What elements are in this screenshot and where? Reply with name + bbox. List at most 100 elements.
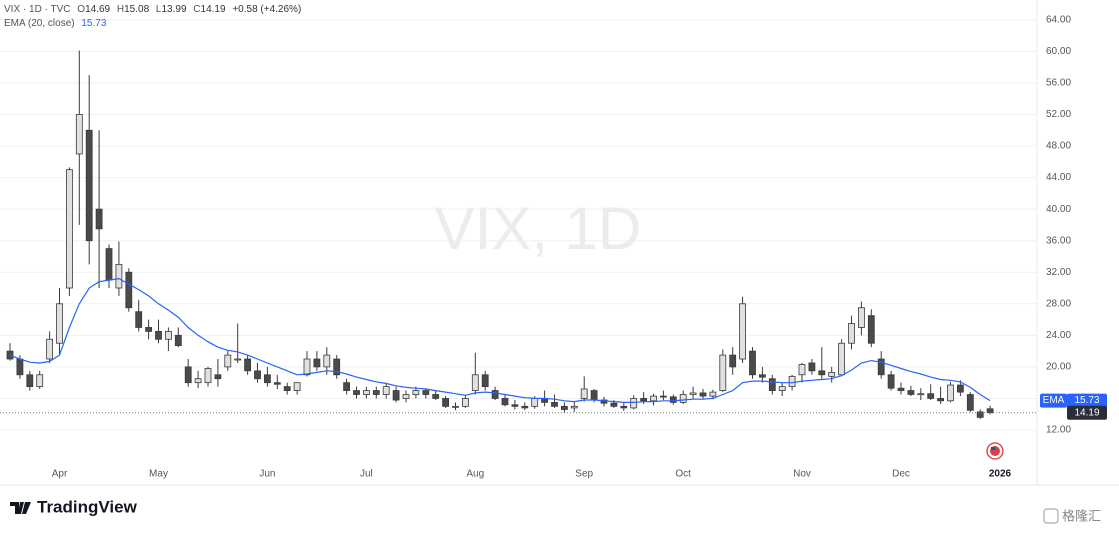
- candle-body: [125, 271, 133, 309]
- candle-body: [877, 358, 885, 376]
- candle-body: [808, 362, 816, 372]
- candle-body: [16, 358, 24, 376]
- x-tick-label: Jul: [360, 469, 373, 480]
- candle-body: [214, 374, 222, 380]
- candle-body: [570, 405, 578, 409]
- candle-body: [105, 248, 113, 281]
- y-tick-label: 48.00: [1046, 141, 1071, 152]
- symbol: VIX · 1D · TVC: [4, 4, 71, 15]
- ohlc-prefix: H: [117, 4, 124, 15]
- candle-body: [551, 401, 558, 407]
- candle-body: [343, 382, 351, 391]
- ema-name: EMA (20, close): [4, 18, 75, 29]
- candle-body: [907, 390, 915, 395]
- candle-body: [254, 370, 261, 380]
- candle-body: [392, 390, 400, 401]
- plot: [0, 50, 1037, 419]
- candle-body: [164, 331, 172, 340]
- header: VIX · 1D · TVC O14.69 H15.08 L13.99 C14.…: [4, 4, 301, 15]
- brand-logo: [10, 502, 31, 514]
- candle-body: [580, 388, 588, 399]
- candle-body: [333, 358, 341, 376]
- candle-body: [66, 169, 73, 289]
- y-tick-label: 28.00: [1046, 298, 1071, 309]
- ema-legend: EMA (20, close) 15.73: [4, 18, 107, 29]
- candle-body: [867, 315, 875, 344]
- candle-body: [382, 386, 390, 395]
- ohlc-value: 13.99: [161, 4, 186, 15]
- candle-body: [610, 402, 618, 407]
- candle-body: [204, 368, 212, 384]
- candle-body: [234, 358, 242, 361]
- candle-body: [669, 396, 677, 403]
- candle-body: [452, 405, 459, 408]
- candle-body: [461, 398, 469, 407]
- candle-body: [709, 391, 717, 397]
- ema-line: [9, 277, 991, 403]
- candle-body: [135, 311, 143, 328]
- price-tag: 14.19: [1074, 407, 1099, 418]
- ohlc-value: 14.69: [85, 4, 110, 15]
- y-tick-label: 60.00: [1046, 46, 1071, 57]
- candle-body: [155, 331, 162, 340]
- candle-body: [660, 395, 667, 398]
- grid: [0, 19, 1037, 431]
- x-tick-label: Apr: [52, 469, 68, 480]
- candle-body: [95, 208, 103, 230]
- candle-body: [174, 334, 182, 346]
- candle-body: [224, 354, 232, 368]
- flag-icon: [986, 442, 1004, 460]
- candle-body: [6, 350, 14, 360]
- candle-body: [303, 358, 311, 376]
- candle-body: [679, 394, 687, 403]
- candle-body: [828, 372, 836, 377]
- candle-body: [957, 384, 964, 393]
- y-tick-label: 36.00: [1046, 235, 1071, 246]
- y-tick-label: 32.00: [1046, 267, 1071, 278]
- candle-body: [244, 358, 252, 372]
- y-tick-label: 56.00: [1046, 78, 1071, 89]
- candle-body: [650, 395, 657, 402]
- candle-body: [353, 390, 360, 395]
- candle-body: [402, 394, 410, 399]
- ema-value: 15.73: [81, 18, 106, 29]
- candle-body: [798, 364, 806, 376]
- candle-body: [561, 405, 568, 410]
- candle-body: [511, 404, 519, 407]
- candle-body: [838, 342, 845, 376]
- candle-body: [640, 398, 647, 402]
- candle-body: [699, 392, 707, 397]
- candle-body: [422, 390, 430, 395]
- y-tick-label: 52.00: [1046, 109, 1071, 120]
- candle-body: [768, 378, 776, 391]
- candle-body: [729, 354, 737, 368]
- candle-body: [887, 374, 895, 389]
- x-tick-label: Nov: [793, 469, 811, 480]
- candle-body: [897, 387, 905, 391]
- candle-body: [36, 374, 44, 388]
- candle-body: [759, 374, 766, 378]
- ohlc-prefix: C: [193, 4, 200, 15]
- candle-body: [75, 114, 83, 155]
- candle-body: [56, 303, 63, 344]
- x-tick-label: May: [149, 469, 168, 480]
- candle-body: [917, 393, 925, 396]
- candle-body: [194, 378, 202, 384]
- ohlc-prefix: L: [156, 4, 162, 15]
- candle-body: [531, 398, 539, 407]
- candle-body: [273, 382, 281, 385]
- candle-body: [937, 398, 944, 402]
- x-tick-label: Jun: [259, 469, 275, 480]
- ema-tag-bg: [1067, 393, 1107, 408]
- y-tick-label: 44.00: [1046, 172, 1071, 183]
- x-tick-label: Sep: [575, 469, 593, 480]
- candle-body: [749, 350, 756, 376]
- price-tag-bg: [1067, 405, 1107, 420]
- candle-body: [778, 386, 786, 391]
- y-tick-label: 64.00: [1046, 14, 1071, 25]
- candle-body: [491, 390, 499, 399]
- candle-body: [115, 263, 123, 289]
- candle-body: [442, 398, 450, 407]
- candle-body: [590, 390, 598, 401]
- y-tick-label: 24.00: [1046, 330, 1071, 341]
